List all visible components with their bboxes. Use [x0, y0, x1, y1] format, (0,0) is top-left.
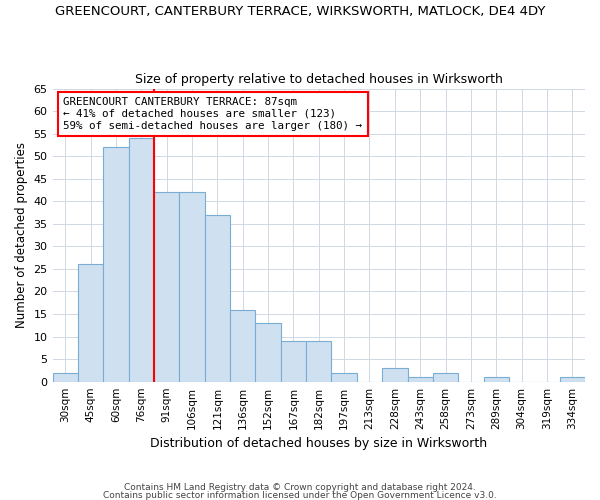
Bar	[103, 147, 128, 382]
Bar	[560, 377, 585, 382]
Bar	[128, 138, 154, 382]
Bar	[484, 377, 509, 382]
Bar	[154, 192, 179, 382]
Title: Size of property relative to detached houses in Wirksworth: Size of property relative to detached ho…	[135, 73, 503, 86]
Bar	[331, 372, 357, 382]
Bar	[205, 215, 230, 382]
Text: GREENCOURT CANTERBURY TERRACE: 87sqm
← 41% of detached houses are smaller (123)
: GREENCOURT CANTERBURY TERRACE: 87sqm ← 4…	[63, 98, 362, 130]
Bar	[382, 368, 407, 382]
X-axis label: Distribution of detached houses by size in Wirksworth: Distribution of detached houses by size …	[150, 437, 487, 450]
Text: GREENCOURT, CANTERBURY TERRACE, WIRKSWORTH, MATLOCK, DE4 4DY: GREENCOURT, CANTERBURY TERRACE, WIRKSWOR…	[55, 5, 545, 18]
Y-axis label: Number of detached properties: Number of detached properties	[15, 142, 28, 328]
Bar	[256, 323, 281, 382]
Bar	[306, 341, 331, 382]
Bar	[230, 310, 256, 382]
Bar	[433, 372, 458, 382]
Bar	[179, 192, 205, 382]
Text: Contains public sector information licensed under the Open Government Licence v3: Contains public sector information licen…	[103, 490, 497, 500]
Bar	[78, 264, 103, 382]
Bar	[407, 377, 433, 382]
Bar	[53, 372, 78, 382]
Text: Contains HM Land Registry data © Crown copyright and database right 2024.: Contains HM Land Registry data © Crown c…	[124, 484, 476, 492]
Bar	[281, 341, 306, 382]
